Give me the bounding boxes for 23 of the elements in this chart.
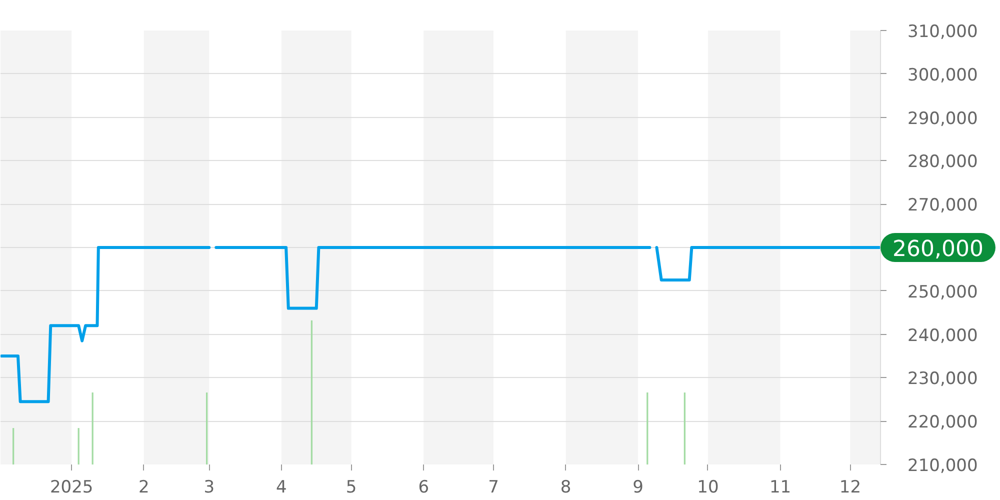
- y-tick-label: 310,000: [908, 22, 978, 42]
- x-tick-label: 4: [276, 478, 287, 498]
- y-tick-label: 280,000: [908, 152, 978, 172]
- x-tick-label: 12: [839, 478, 862, 498]
- x-tick-label: 5: [346, 478, 357, 498]
- y-tick-label: 290,000: [908, 108, 978, 129]
- x-tick-label: 8: [560, 478, 572, 498]
- x-tick-label: 6: [418, 478, 430, 498]
- y-tick-label: 250,000: [908, 282, 978, 302]
- y-tick-label: 230,000: [908, 369, 978, 390]
- x-tick-label: 3: [204, 478, 215, 498]
- x-tick-label: 9: [632, 478, 644, 498]
- y-tick-label: 240,000: [908, 326, 978, 346]
- x-tick-label: 7: [488, 478, 499, 498]
- y-tick-label: 270,000: [908, 196, 978, 216]
- x-tick-label: 10: [697, 478, 719, 498]
- annotation: 260,000: [892, 237, 984, 262]
- y-tick-label: 300,000: [908, 65, 978, 86]
- y-tick-label: 220,000: [908, 412, 978, 433]
- x-tick-label: 11: [769, 478, 792, 498]
- x-tick-label: 2: [138, 478, 150, 498]
- y-tick-label: 210,000: [908, 456, 978, 476]
- x-tick-label: 2025: [50, 478, 94, 498]
